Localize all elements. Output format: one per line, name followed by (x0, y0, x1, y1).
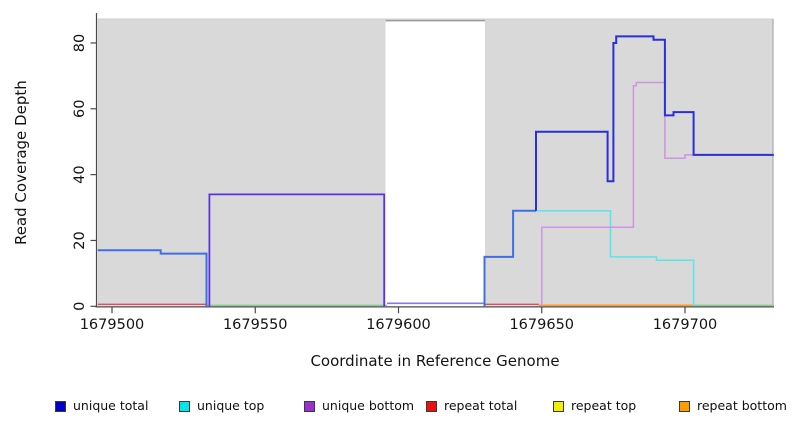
x-tick-label: 1679650 (509, 317, 574, 333)
x-tick-label: 1679550 (223, 317, 288, 333)
legend-label: unique total (73, 398, 149, 413)
legend-item-unique-top: unique top (179, 398, 265, 413)
y-tick-label: 40 (72, 165, 88, 183)
x-tick-label: 1679700 (653, 317, 718, 333)
x-tick-label: 1679600 (366, 317, 431, 333)
chart-legend: unique total unique top unique bottom repea… (0, 0, 792, 412)
masked-region (385, 19, 485, 307)
legend-swatch-icon (304, 400, 315, 412)
series-unique-bottom-right (541, 81, 774, 307)
legend-label: unique bottom (322, 398, 415, 413)
legend-item-unique-bottom: unique bottom (304, 398, 415, 413)
legend-item-repeat-top: repeat top (553, 398, 637, 413)
y-tick-label: 0 (72, 302, 88, 311)
x-axis-title: Coordinate in Reference Genome (310, 352, 559, 370)
legend-label: repeat bottom (697, 398, 787, 413)
series-unique-bottom-rect (208, 193, 386, 307)
legend-swatch-icon (426, 400, 437, 412)
legend-swatch-icon (179, 400, 190, 412)
y-tick-label: 60 (72, 100, 88, 118)
legend-swatch-icon (679, 400, 690, 412)
series-unique-total-left (97, 249, 208, 307)
legend-swatch-icon (553, 400, 564, 412)
y-axis-title: Read Coverage Depth (12, 80, 30, 245)
legend-item-repeat-bottom: repeat bottom (679, 398, 787, 413)
legend-label: repeat top (571, 398, 637, 413)
legend-label: repeat total (444, 398, 518, 413)
series-unique-total-right (535, 35, 774, 211)
legend-swatch-icon (55, 400, 66, 412)
legend-item-unique-total: unique total (55, 398, 149, 413)
legend-label: unique top (197, 398, 265, 413)
x-tick-label: 1679500 (80, 317, 145, 333)
legend-item-repeat-total: repeat total (426, 398, 518, 413)
y-tick-label: 20 (72, 231, 88, 249)
series-unique-total-right-low (483, 209, 536, 307)
coverage-chart: 1679500 1679550 1679600 1679650 1679700 0 20 40… (12, 13, 774, 370)
series-unique-top (536, 210, 695, 307)
y-tick-label: 80 (72, 34, 88, 52)
